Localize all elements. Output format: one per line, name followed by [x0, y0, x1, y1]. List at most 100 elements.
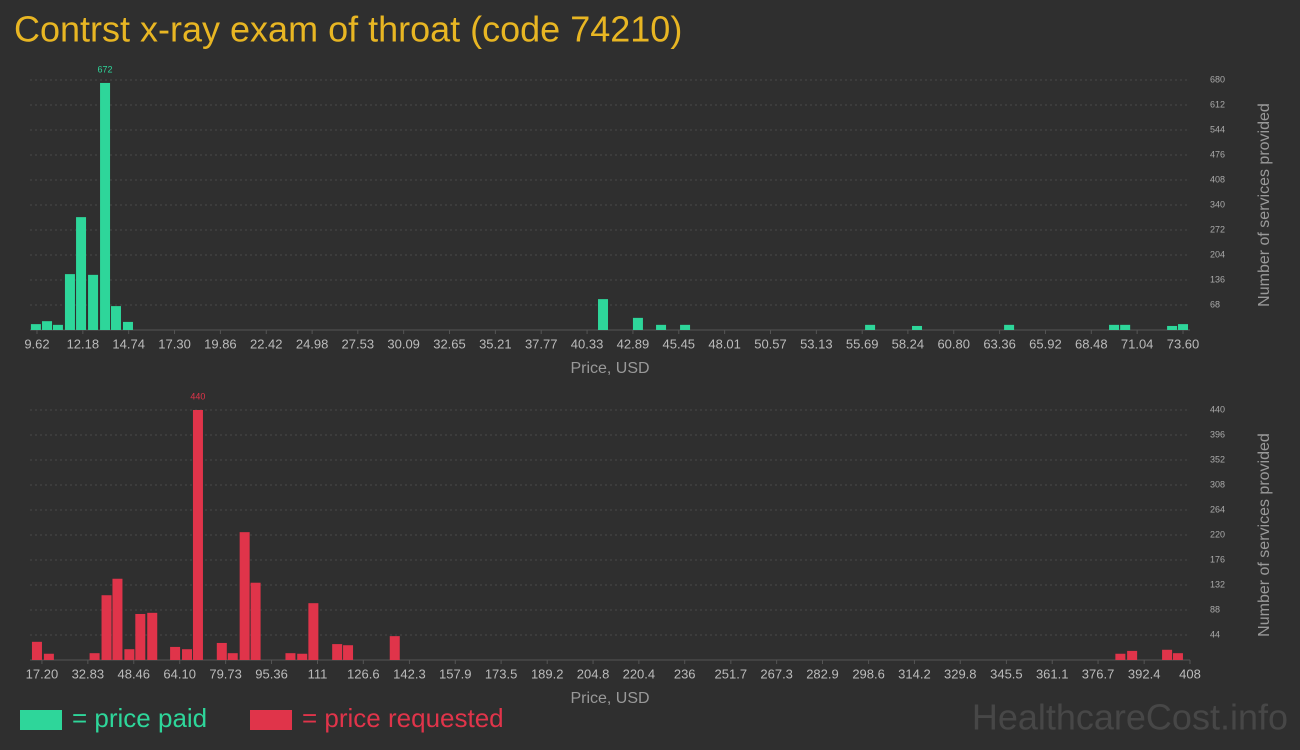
bar — [285, 653, 296, 660]
x-tick-label: 14.74 — [112, 336, 145, 351]
bar — [308, 603, 319, 660]
y-tick-label: 220 — [1210, 529, 1225, 539]
bar — [192, 410, 203, 660]
x-tick-label: 282.9 — [806, 666, 839, 681]
x-tick-label: 64.10 — [163, 666, 196, 681]
bar — [1127, 650, 1138, 660]
x-tick-label: 95.36 — [255, 666, 288, 681]
x-tick-label: 60.80 — [937, 336, 970, 351]
bar — [112, 578, 123, 660]
bar — [332, 644, 343, 660]
bar — [680, 324, 691, 330]
x-axis-label: Price, USD — [570, 690, 649, 707]
x-tick-label: 17.30 — [158, 336, 191, 351]
x-tick-label: 142.3 — [393, 666, 426, 681]
x-tick-label: 111 — [308, 666, 328, 681]
y-tick-label: 264 — [1210, 504, 1225, 514]
y-tick-label: 272 — [1210, 224, 1225, 234]
bar — [110, 306, 121, 330]
bar — [52, 324, 63, 330]
bar — [147, 612, 158, 660]
y-tick-label: 340 — [1210, 199, 1225, 209]
bar — [598, 299, 609, 330]
bar — [389, 636, 400, 660]
y-tick-label: 612 — [1210, 99, 1225, 109]
x-tick-label: 22.42 — [250, 336, 283, 351]
x-tick-label: 236 — [674, 666, 696, 681]
x-tick-label: 189.2 — [531, 666, 564, 681]
x-tick-label: 408 — [1179, 666, 1201, 681]
bar — [343, 645, 354, 660]
x-tick-label: 48.01 — [708, 336, 741, 351]
x-tick-label: 53.13 — [800, 336, 833, 351]
bar — [250, 582, 261, 660]
x-tick-label: 12.18 — [67, 336, 100, 351]
chart-title: Contrst x-ray exam of throat (code 74210… — [14, 9, 682, 50]
y-tick-label: 44 — [1210, 629, 1220, 639]
x-tick-label: 48.46 — [117, 666, 150, 681]
y-tick-label: 440 — [1210, 404, 1225, 414]
bar — [170, 646, 181, 660]
bar — [42, 321, 53, 330]
bar — [216, 642, 227, 660]
y-tick-label: 476 — [1210, 149, 1225, 159]
legend-label: = price requested — [302, 703, 504, 733]
y-tick-label: 132 — [1210, 579, 1225, 589]
data-label: 672 — [98, 64, 113, 74]
x-axis-label: Price, USD — [570, 360, 649, 377]
x-tick-label: 204.8 — [577, 666, 610, 681]
x-tick-label: 157.9 — [439, 666, 472, 681]
x-tick-label: 79.73 — [209, 666, 242, 681]
x-tick-label: 126.6 — [347, 666, 380, 681]
x-tick-label: 251.7 — [715, 666, 748, 681]
x-tick-label: 9.62 — [24, 336, 49, 351]
x-tick-label: 17.20 — [26, 666, 59, 681]
x-tick-label: 392.4 — [1128, 666, 1161, 681]
x-tick-label: 63.36 — [983, 336, 1016, 351]
bar — [122, 321, 133, 330]
y-tick-label: 88 — [1210, 604, 1220, 614]
x-tick-label: 32.65 — [433, 336, 466, 351]
x-tick-label: 19.86 — [204, 336, 237, 351]
x-tick-label: 58.24 — [892, 336, 925, 351]
y-tick-label: 396 — [1210, 429, 1225, 439]
x-tick-label: 30.09 — [387, 336, 420, 351]
x-tick-label: 37.77 — [525, 336, 558, 351]
x-tick-label: 267.3 — [760, 666, 793, 681]
y-tick-label: 308 — [1210, 479, 1225, 489]
bar — [64, 274, 75, 330]
legend-swatch — [250, 710, 292, 730]
y-tick-label: 544 — [1210, 124, 1225, 134]
bar — [865, 324, 876, 330]
bar — [89, 653, 100, 660]
data-label: 440 — [190, 391, 205, 401]
legend-label: = price paid — [72, 703, 207, 733]
bar — [656, 324, 667, 330]
bar — [43, 653, 54, 660]
x-tick-label: 45.45 — [663, 336, 696, 351]
x-tick-label: 376.7 — [1082, 666, 1115, 681]
watermark: HealthcareCost.info — [972, 697, 1288, 738]
x-tick-label: 32.83 — [72, 666, 105, 681]
y-tick-label: 176 — [1210, 554, 1225, 564]
bar — [912, 325, 923, 330]
x-tick-label: 24.98 — [296, 336, 329, 351]
bar — [88, 274, 99, 330]
x-tick-label: 314.2 — [898, 666, 931, 681]
bar — [101, 595, 112, 660]
x-tick-label: 68.48 — [1075, 336, 1108, 351]
bar — [1004, 324, 1015, 330]
x-tick-label: 50.57 — [754, 336, 787, 351]
x-tick-label: 65.92 — [1029, 336, 1062, 351]
x-tick-label: 35.21 — [479, 336, 512, 351]
bar — [135, 613, 146, 660]
x-tick-label: 220.4 — [623, 666, 656, 681]
x-tick-label: 42.89 — [617, 336, 650, 351]
bar — [76, 217, 87, 330]
x-tick-label: 27.53 — [342, 336, 375, 351]
x-tick-label: 361.1 — [1036, 666, 1069, 681]
bar — [1162, 649, 1173, 660]
bar — [1120, 324, 1131, 330]
bar — [124, 649, 135, 660]
